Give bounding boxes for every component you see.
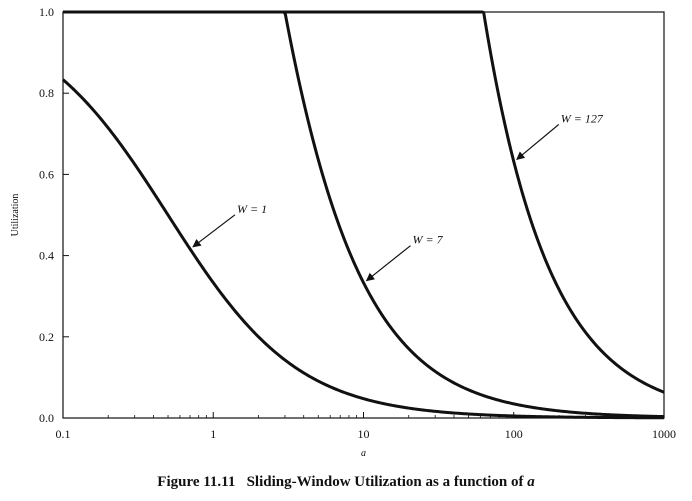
annotation-label: W = 1 [237, 202, 267, 216]
x-axis-label: a [361, 448, 366, 459]
plot-frame [62, 11, 665, 419]
caption-text: Sliding-Window Utilization as a function… [246, 474, 528, 490]
y-tick-label: 0.4 [39, 249, 54, 263]
caption-variable: a [527, 474, 535, 490]
x-tick-label: 100 [505, 427, 523, 441]
annotation-arrow [365, 245, 411, 282]
y-tick-label: 0.6 [39, 167, 54, 181]
y-tick-label: 1.0 [39, 5, 54, 19]
y-tick-label: 0.2 [39, 330, 54, 344]
chart-annotations: W = 1 W = 7 W = 127 [192, 111, 604, 282]
annotation-arrow [516, 124, 560, 161]
x-tick-label: 0.1 [56, 427, 71, 441]
series-line-w7 [63, 10, 665, 419]
y-tick-label: 0.8 [39, 86, 54, 100]
annotation-label: W = 7 [413, 233, 444, 247]
chart-axes: 0.1 1 10 100 1000 0.0 0.2 0.4 0.6 0.8 1.0 [39, 5, 676, 441]
y-axis-label: Utilization [10, 194, 21, 237]
series-line-w127 [63, 10, 665, 394]
figure-caption: Figure 11.11 Sliding-Window Utilization … [0, 474, 692, 491]
figure-number: Figure 11.11 [157, 474, 236, 490]
annotation-arrow [192, 214, 236, 248]
x-tick-label: 10 [358, 427, 370, 441]
annotation-label: W = 127 [561, 111, 604, 125]
series-line-w1 [62, 78, 665, 420]
x-tick-label: 1 [210, 427, 216, 441]
x-tick-label: 1000 [652, 427, 676, 441]
y-tick-label: 0.0 [39, 411, 54, 425]
chart-series [62, 10, 665, 420]
